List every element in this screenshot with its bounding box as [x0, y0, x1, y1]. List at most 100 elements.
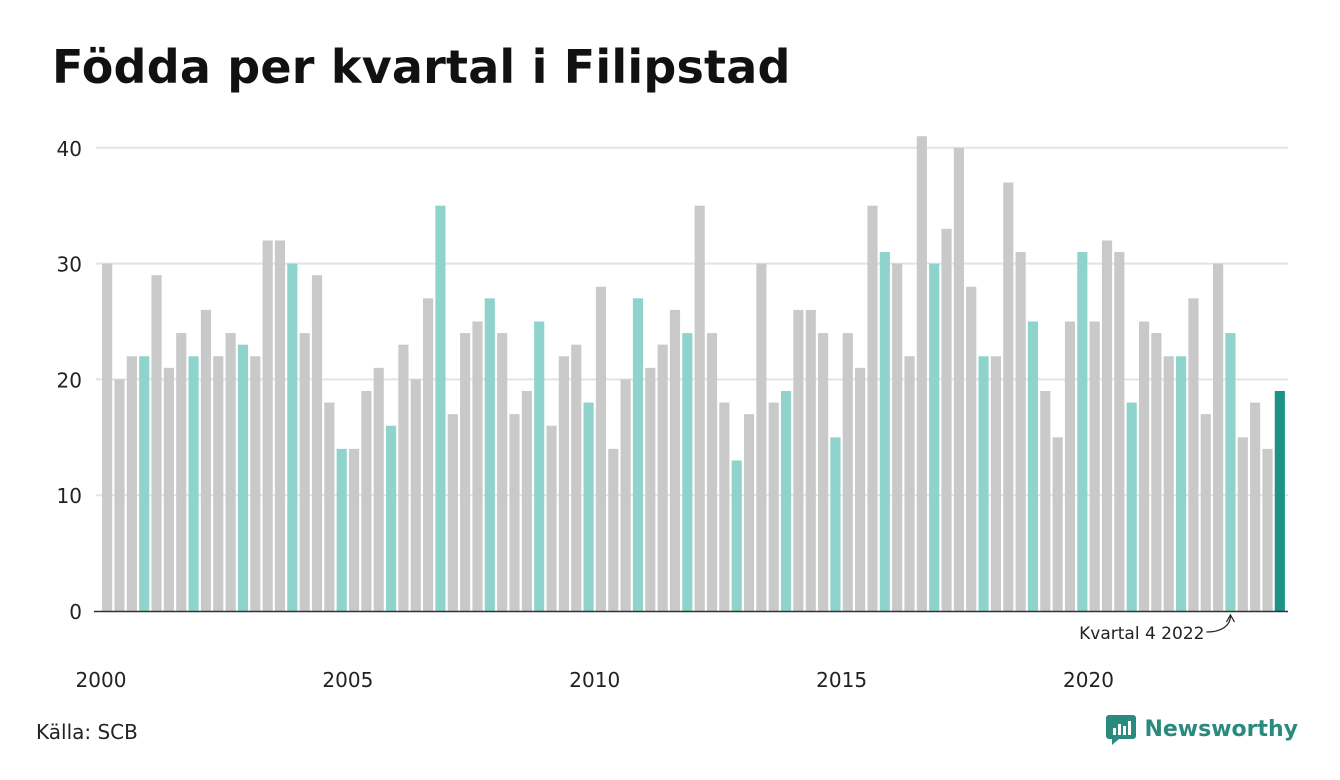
bar: [176, 333, 187, 611]
bar: [620, 379, 631, 611]
bar: [768, 402, 779, 611]
x-tick-label: 2010: [569, 668, 620, 692]
bar: [1027, 321, 1039, 611]
bar: [608, 448, 619, 611]
bar: [929, 263, 940, 611]
bar: [237, 344, 249, 611]
bar: [1176, 356, 1187, 611]
bar: [1040, 390, 1051, 611]
bar: [682, 333, 693, 611]
bar: [793, 309, 804, 611]
annotation-arrowhead: [1225, 613, 1235, 623]
y-tick-label: 20: [57, 368, 82, 392]
annotation-arrow: [1206, 615, 1232, 633]
bar: [731, 460, 742, 611]
bar: [657, 344, 668, 611]
x-tick-label: 2005: [322, 668, 373, 692]
bar: [953, 147, 964, 612]
bar: [361, 390, 372, 611]
bar: [299, 333, 310, 611]
bar: [706, 333, 718, 611]
bar: [1250, 402, 1261, 611]
bar: [114, 379, 125, 611]
brand-name: Newsworthy: [1144, 716, 1298, 742]
bar: [262, 240, 273, 611]
bar: [1064, 321, 1076, 611]
y-tick-label: 40: [57, 137, 82, 161]
bar: [102, 263, 113, 611]
bar: [151, 275, 162, 611]
bar: [1274, 390, 1285, 611]
bar: [1101, 240, 1113, 611]
bar: [274, 240, 286, 611]
bar: [1052, 437, 1063, 611]
bar: [200, 309, 211, 611]
source-note: Källa: SCB: [36, 720, 138, 744]
y-tick-label: 30: [57, 253, 82, 277]
bar: [855, 367, 866, 611]
x-tick-label: 2020: [1063, 668, 1114, 692]
bar: [1225, 333, 1236, 611]
bar: [583, 402, 594, 611]
bar: [892, 263, 903, 611]
chart-title: Födda per kvartal i Filipstad: [52, 40, 791, 94]
bar: [435, 205, 446, 611]
bar: [990, 356, 1001, 611]
bar: [139, 356, 150, 611]
bar: [348, 448, 360, 611]
bar: [645, 367, 656, 611]
bar: [1003, 182, 1014, 612]
bar: [225, 333, 236, 611]
bar: [669, 309, 681, 611]
bar: [336, 448, 347, 611]
bar: [1077, 252, 1088, 611]
bar: [546, 425, 557, 611]
bar: [1188, 298, 1199, 611]
bar: [632, 298, 644, 611]
bar: [213, 356, 224, 611]
bar: [1237, 437, 1248, 611]
bar: [460, 333, 471, 611]
bar: [521, 390, 532, 611]
bar: [916, 136, 927, 611]
bar: [941, 228, 952, 612]
bar: [1015, 252, 1026, 611]
bar: [1262, 448, 1273, 611]
bar: [781, 390, 792, 611]
bar: [743, 414, 755, 611]
bar: [571, 344, 582, 611]
annotation-label: Kvartal 4 2022: [1079, 624, 1204, 644]
bar: [163, 367, 174, 611]
bar: [830, 437, 841, 611]
y-tick-label: 0: [69, 600, 82, 624]
bar: [904, 356, 915, 611]
bar: [484, 298, 495, 611]
bar: [805, 309, 816, 611]
bar: [188, 356, 199, 611]
bar: [287, 263, 298, 611]
bar: [1200, 414, 1211, 611]
bar: [842, 333, 853, 611]
bar: [1138, 321, 1150, 611]
bar: [410, 379, 421, 611]
bar: [978, 356, 989, 611]
bar: [595, 286, 606, 611]
bar: [1213, 263, 1224, 611]
bar: [423, 298, 434, 611]
bar: [324, 402, 335, 611]
bar: [966, 286, 977, 611]
bar: [250, 356, 261, 611]
bar: [1151, 333, 1162, 611]
bar: [1089, 321, 1100, 611]
bar: [879, 252, 890, 611]
bar: [398, 344, 409, 611]
bar: [311, 275, 323, 611]
x-tick-label: 2015: [816, 668, 867, 692]
bar: [386, 425, 397, 611]
bar: [756, 263, 767, 611]
bar: [694, 205, 705, 611]
bar: [447, 414, 458, 611]
bar: [497, 333, 508, 611]
bar: [373, 367, 384, 611]
